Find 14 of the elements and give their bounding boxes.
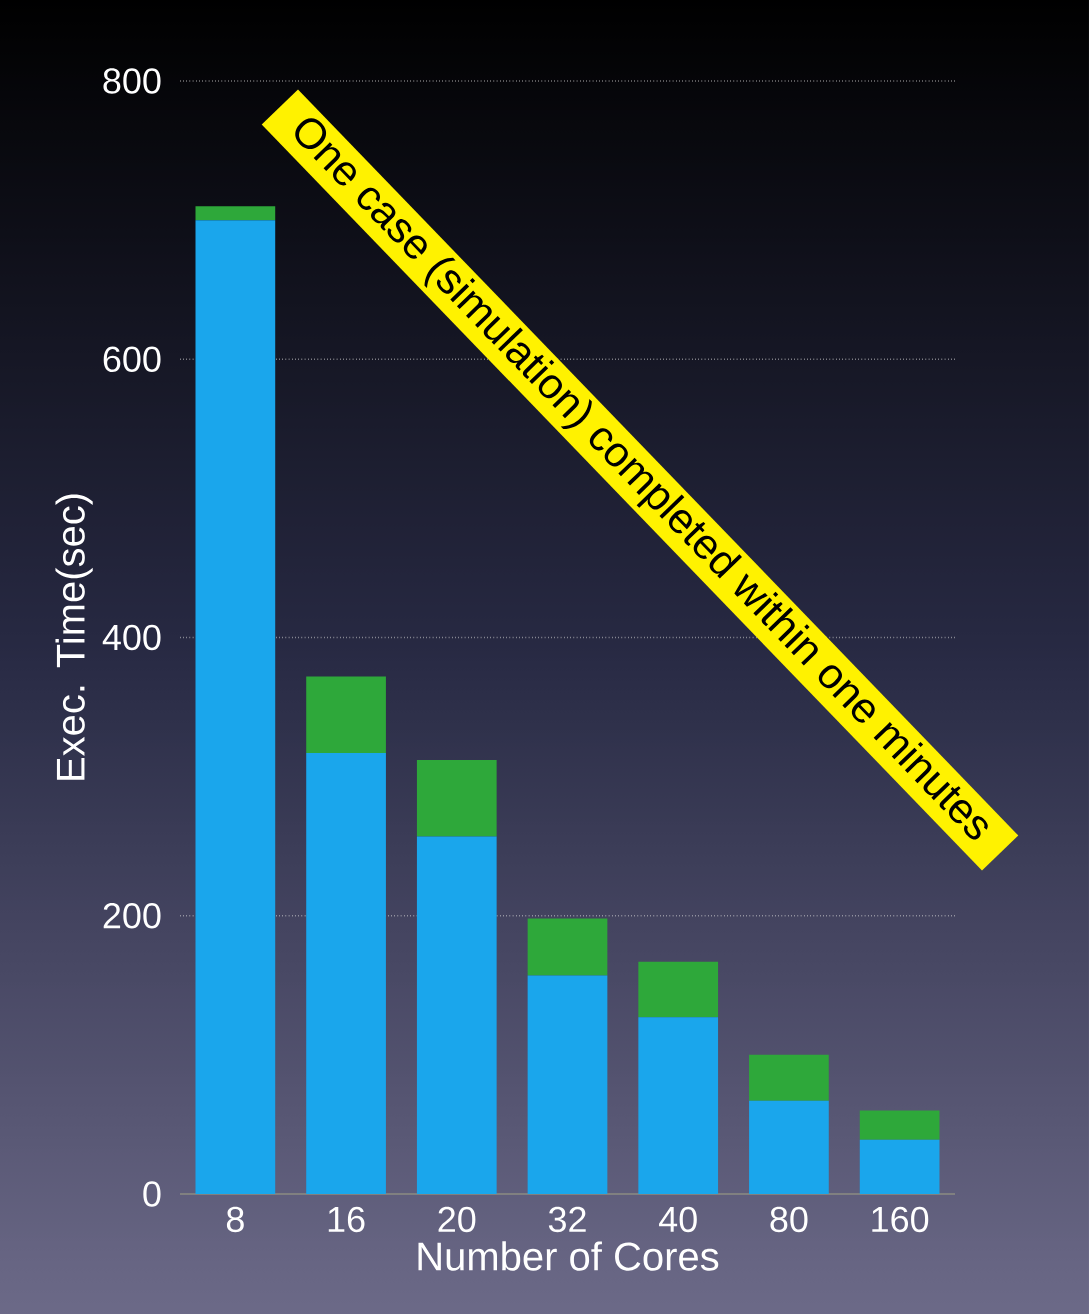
y-tick-label: 0 bbox=[143, 1181, 161, 1207]
x-axis-title: Number of Cores bbox=[418, 1241, 719, 1271]
x-tick-label: 16 bbox=[328, 1206, 365, 1233]
x-tick-label: 40 bbox=[659, 1206, 697, 1233]
x-tick-label: 20 bbox=[438, 1206, 476, 1233]
y-tick-label: 400 bbox=[102, 624, 161, 651]
x-tick-label: 32 bbox=[548, 1206, 586, 1233]
y-tick-label: 800 bbox=[103, 68, 161, 94]
y-axis-title: Exec. Time(sec) bbox=[55, 494, 93, 780]
y-tick-label: 200 bbox=[103, 903, 161, 929]
x-tick-label: 160 bbox=[872, 1206, 929, 1233]
x-tick-label: 8 bbox=[226, 1206, 244, 1233]
y-tick-label: 600 bbox=[103, 346, 161, 372]
x-tick-label: 80 bbox=[770, 1206, 808, 1233]
